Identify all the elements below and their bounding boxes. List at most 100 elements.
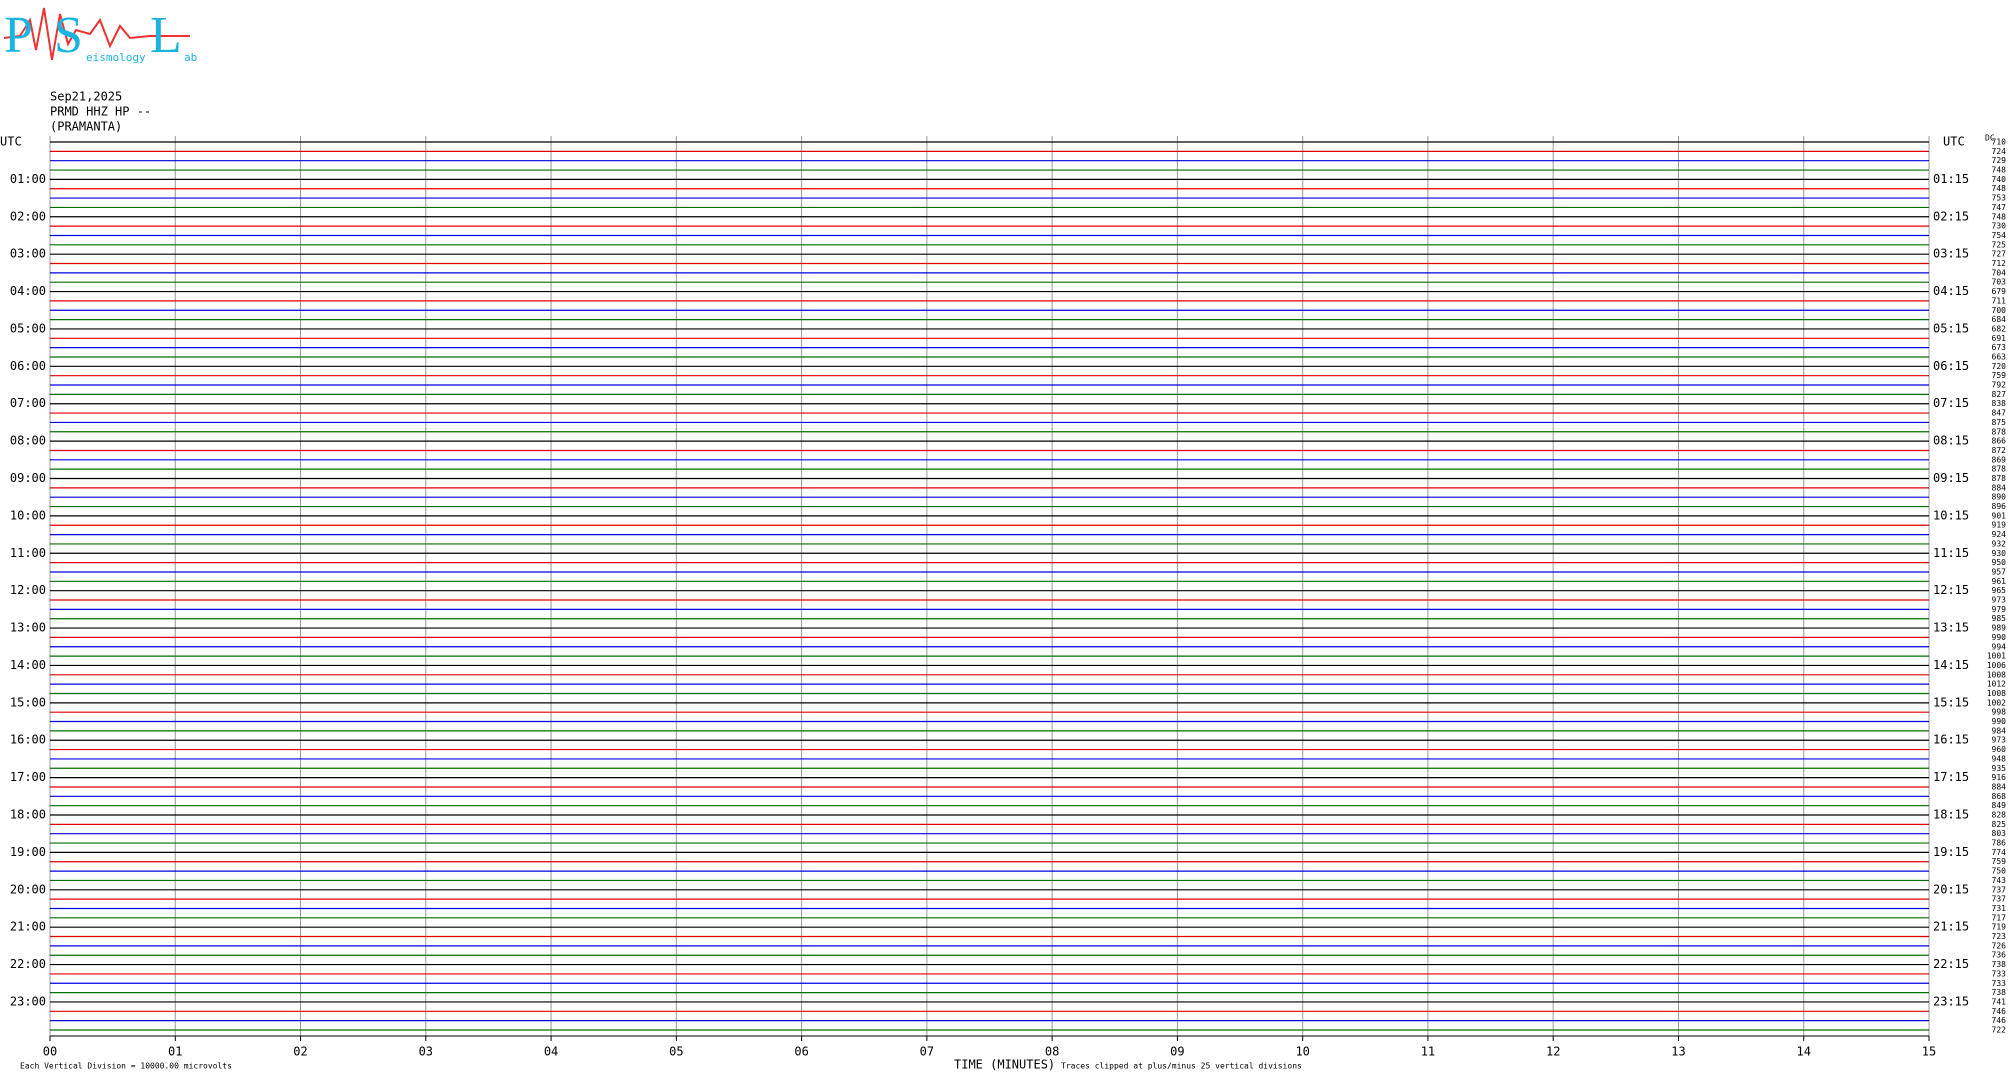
hour-label: 15:00 — [10, 695, 46, 709]
dc-offset: 748 — [1992, 184, 2007, 193]
dc-offset: 827 — [1992, 390, 2007, 399]
dc-offset: 973 — [1992, 596, 2007, 605]
logo-wave — [3, 7, 190, 61]
dc-offset: 825 — [1992, 820, 2007, 829]
x-tick-label: 10 — [1295, 1045, 1309, 1059]
dc-offset: 724 — [1992, 147, 2007, 156]
hour-label: 06:00 — [10, 359, 46, 373]
dc-offset: 673 — [1992, 343, 2007, 352]
dc-offset: 869 — [1992, 455, 2007, 464]
dc-offset: 1012 — [1987, 680, 2006, 689]
dc-offset: 712 — [1992, 259, 2007, 268]
hour-label: 05:15 — [1933, 321, 1969, 335]
dc-offset: 948 — [1992, 754, 2007, 763]
dc-offset: 691 — [1992, 334, 2007, 343]
dc-offset: 748 — [1992, 166, 2007, 175]
dc-offset: 738 — [1992, 960, 2007, 969]
dc-offset: 723 — [1992, 932, 2007, 941]
dc-offset: 1006 — [1987, 661, 2006, 670]
hour-label: 01:00 — [10, 172, 46, 186]
x-tick-label: 08 — [1045, 1045, 1059, 1059]
hour-label: 20:15 — [1933, 882, 1969, 896]
hour-label: 12:00 — [10, 583, 46, 597]
hour-label: 21:00 — [10, 920, 46, 934]
dc-offset: 916 — [1992, 773, 2007, 782]
dc-offset: 753 — [1992, 194, 2007, 203]
hour-label: 04:00 — [10, 284, 46, 298]
x-tick-label: 12 — [1546, 1045, 1560, 1059]
dc-offset: 754 — [1992, 231, 2007, 240]
dc-offset: 727 — [1992, 250, 2007, 259]
dc-offset: 990 — [1992, 717, 2007, 726]
dc-offset: 868 — [1992, 792, 2007, 801]
x-tick-label: 01 — [168, 1045, 182, 1059]
dc-offset: 803 — [1992, 829, 2007, 838]
x-tick-label: 04 — [544, 1045, 558, 1059]
hour-label: 06:15 — [1933, 359, 1969, 373]
dc-offset: 932 — [1992, 539, 2007, 548]
hour-label: 15:15 — [1933, 695, 1969, 709]
hour-label: 01:15 — [1933, 172, 1969, 186]
hour-label: 02:15 — [1933, 209, 1969, 223]
hour-label: 20:00 — [10, 882, 46, 896]
dc-offset: 1002 — [1987, 698, 2006, 707]
dc-offset: 733 — [1992, 979, 2007, 988]
dc-offset: 729 — [1992, 156, 2007, 165]
hour-label: 17:15 — [1933, 770, 1969, 784]
dc-offset: 872 — [1992, 446, 2007, 455]
dc-offset: 720 — [1992, 362, 2007, 371]
dc-offset: 730 — [1992, 222, 2007, 231]
logo-letter: P — [4, 7, 33, 64]
x-tick-label: 03 — [419, 1045, 433, 1059]
scale-note: Each Vertical Division = 10000.00 microv… — [20, 1062, 232, 1071]
hour-label: 03:15 — [1933, 247, 1969, 261]
dc-offset: 792 — [1992, 381, 2007, 390]
hour-label: 17:00 — [10, 770, 46, 784]
logo: P S L eismology ab — [3, 7, 197, 64]
dc-offset: 711 — [1992, 296, 2007, 305]
dc-offset: 878 — [1992, 474, 2007, 483]
dc-offset: 990 — [1992, 633, 2007, 642]
x-tick-label: 15 — [1922, 1045, 1936, 1059]
dc-offset: 733 — [1992, 969, 2007, 978]
dc-offset: 710 — [1992, 138, 2007, 147]
dc-offset: 994 — [1992, 642, 2007, 651]
logo-letter: L — [150, 7, 182, 64]
dc-offset: 1001 — [1987, 652, 2006, 661]
dc-offset: 786 — [1992, 839, 2007, 848]
hour-label: 07:15 — [1933, 396, 1969, 410]
dc-offset: 884 — [1992, 483, 2007, 492]
dc-offset: 924 — [1992, 530, 2007, 539]
x-tick-label: 13 — [1671, 1045, 1685, 1059]
dc-offset: 719 — [1992, 923, 2007, 932]
hour-label: 14:15 — [1933, 658, 1969, 672]
hour-label: 23:00 — [10, 994, 46, 1008]
dc-offset: 1008 — [1987, 689, 2006, 698]
x-tick-label: 06 — [794, 1045, 808, 1059]
dc-offset: 866 — [1992, 437, 2007, 446]
dc-offset: 965 — [1992, 586, 2007, 595]
x-tick-label: 00 — [43, 1045, 57, 1059]
hour-label: 04:15 — [1933, 284, 1969, 298]
hour-label: 08:00 — [10, 434, 46, 448]
dc-offset: 736 — [1992, 951, 2007, 960]
hour-label: 18:00 — [10, 808, 46, 822]
hour-label: 14:00 — [10, 658, 46, 672]
x-tick-label: 14 — [1797, 1045, 1811, 1059]
dc-offset: 759 — [1992, 857, 2007, 866]
dc-offset: 726 — [1992, 941, 2007, 950]
x-tick-label: 09 — [1170, 1045, 1184, 1059]
hour-label: 11:15 — [1933, 546, 1969, 560]
dc-offset: 957 — [1992, 567, 2007, 576]
dc-offset: 704 — [1992, 268, 2007, 277]
x-tick-label: 07 — [920, 1045, 934, 1059]
dc-offset: 759 — [1992, 371, 2007, 380]
dc-offset: 878 — [1992, 465, 2007, 474]
dc-offset: 989 — [1992, 624, 2007, 633]
station: PRMD HHZ HP -- — [50, 105, 151, 119]
dc-offset: 1008 — [1987, 670, 2006, 679]
timezone-right: UTC — [1943, 135, 1965, 149]
station-name: (PRAMANTA) — [50, 120, 122, 134]
dc-offset: 838 — [1992, 399, 2007, 408]
